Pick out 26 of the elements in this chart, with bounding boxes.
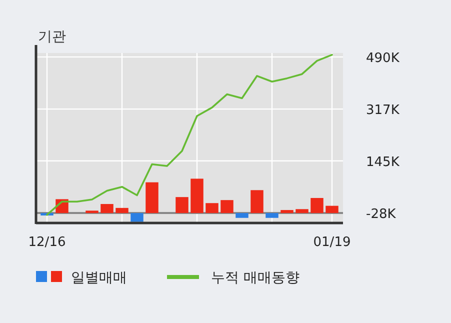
x-tick-label: 01/19 xyxy=(313,235,351,250)
bar xyxy=(100,204,114,214)
bar xyxy=(130,213,144,222)
bar xyxy=(190,178,204,214)
y-tick-label: 490K xyxy=(366,50,400,66)
bar xyxy=(116,208,128,214)
bar xyxy=(146,182,158,214)
legend-label: 누적 매매동향 xyxy=(211,270,300,286)
x-tick-label: 12/16 xyxy=(28,235,66,250)
bar xyxy=(280,210,294,214)
bar xyxy=(310,198,324,214)
bar xyxy=(206,203,218,214)
bar xyxy=(176,197,188,214)
chart-title: 기관 xyxy=(38,29,66,45)
bar xyxy=(220,200,234,214)
bar xyxy=(86,210,98,214)
bar xyxy=(250,190,264,214)
y-tick-label: 317K xyxy=(366,103,400,118)
line-series xyxy=(46,54,333,216)
bar xyxy=(296,209,308,214)
y-tick-label: 145K xyxy=(366,154,400,170)
bar xyxy=(236,213,248,218)
bar xyxy=(326,206,338,214)
y-tick-label: -28K xyxy=(366,207,396,222)
bar xyxy=(266,213,278,218)
legend-label: 일별매매 xyxy=(71,270,127,286)
